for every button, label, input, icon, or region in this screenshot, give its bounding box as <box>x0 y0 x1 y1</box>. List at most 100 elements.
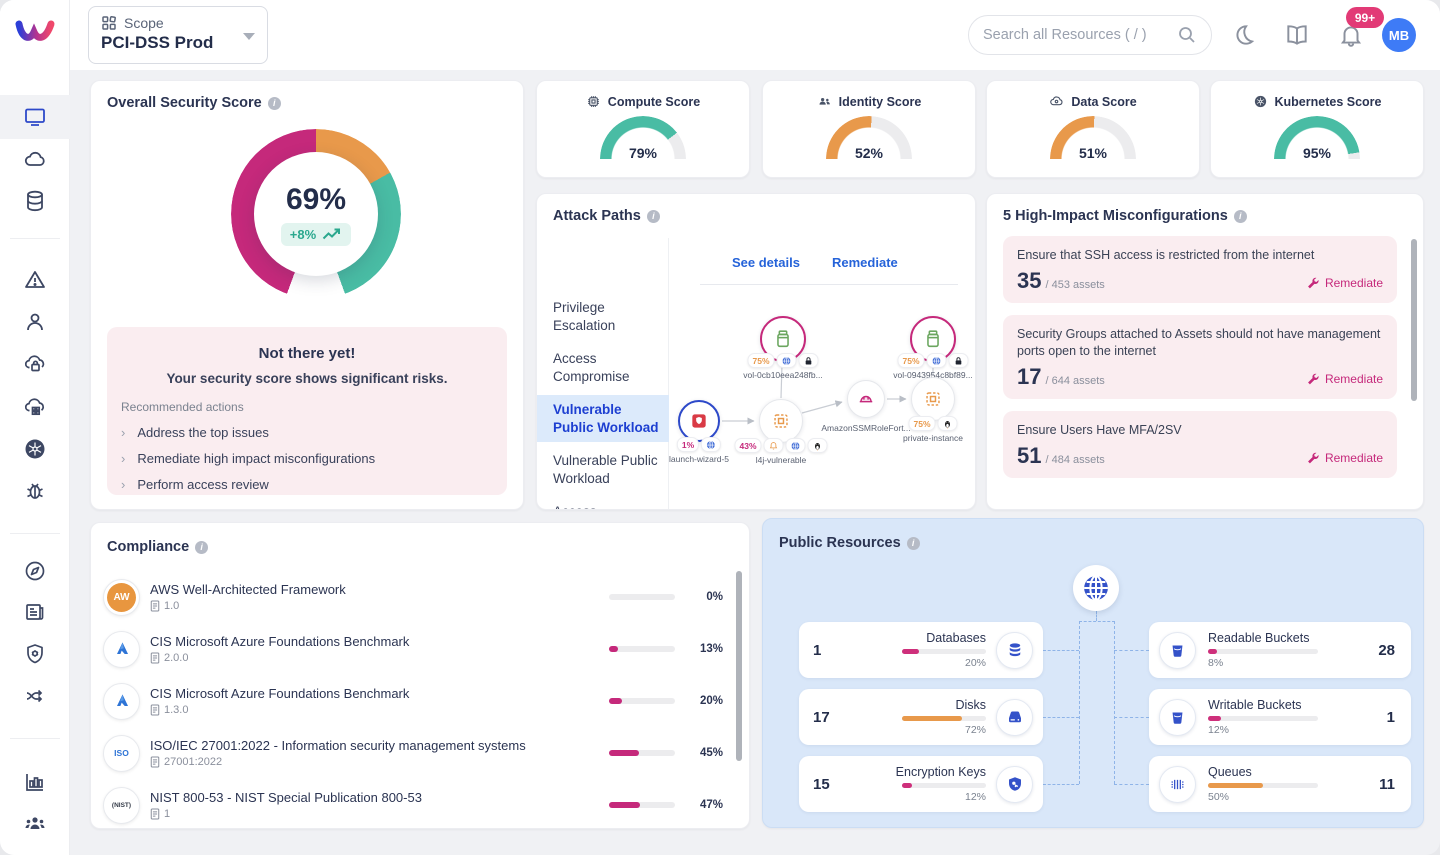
sidebar-item-cloud[interactable] <box>0 137 70 181</box>
graph-node-compute[interactable] <box>759 399 803 443</box>
public-resource-row-queues[interactable]: Queues 50% 11 <box>1149 756 1411 812</box>
sidebar-item-analytics[interactable] <box>0 760 70 804</box>
attack-path-tab[interactable]: Vulnerable Public Workload <box>553 453 658 486</box>
people-icon <box>819 98 830 105</box>
attack-paths-title: Attack Paths <box>553 208 641 224</box>
avatar[interactable]: MB <box>1382 18 1416 52</box>
score-message-subtitle: Your security score shows significant ri… <box>166 371 448 386</box>
sidebar <box>0 0 70 855</box>
resource-count: 1 <box>813 641 822 659</box>
docs-book-icon[interactable] <box>1284 22 1310 48</box>
kubernetes-icon <box>1254 95 1266 108</box>
attack-path-tab-selected[interactable]: Vulnerable Public Workload <box>537 395 669 443</box>
scrollbar[interactable] <box>1411 239 1417 401</box>
attack-path-tab[interactable]: Access Compromise <box>537 497 669 509</box>
scrollbar[interactable] <box>736 571 742 761</box>
recommended-action[interactable]: › Remediate high impact misconfigurations <box>121 451 493 466</box>
public-resource-row-disks[interactable]: 17 Disks 72% <box>799 689 1043 745</box>
node-label: AmazonSSMRoleFort... <box>821 423 911 433</box>
public-resource-row-readable-buckets[interactable]: Readable Buckets 8% 28 <box>1149 622 1411 678</box>
notifications-bell-icon[interactable] <box>1338 22 1364 48</box>
wrench-icon <box>1308 452 1319 464</box>
resource-label: Readable Buckets <box>1208 631 1310 645</box>
key-shield-icon <box>996 765 1033 803</box>
compliance-percent: 0% <box>706 591 723 603</box>
sidebar-item-identities[interactable] <box>0 300 70 344</box>
sidebar-item-reports[interactable] <box>0 590 70 634</box>
connector-line <box>1043 784 1079 785</box>
compliance-row[interactable]: ISO ISO/IEC 27001:2022 - Information sec… <box>103 729 723 777</box>
compliance-card: Compliance i AW AWS Well-Architected Fram… <box>90 522 750 829</box>
remediate-link[interactable]: Remediate <box>832 255 898 270</box>
attack-path-tabs: Privilege Escalation Access Compromise V… <box>537 238 669 509</box>
notification-count-badge[interactable]: 99+ <box>1346 7 1384 28</box>
recommended-action[interactable]: › Perform access review <box>121 477 493 492</box>
info-icon[interactable]: i <box>1233 209 1247 223</box>
linux-icon <box>937 416 958 431</box>
sidebar-item-teams[interactable] <box>0 801 70 845</box>
sidebar-item-inventory[interactable] <box>0 179 70 223</box>
version-doc-icon <box>150 808 160 820</box>
sidebar-item-dashboard[interactable] <box>0 95 70 139</box>
compliance-row[interactable]: (NIST) NIST 800-53 - NIST Special Public… <box>103 781 723 828</box>
sidebar-item-vulnerabilities[interactable] <box>0 469 70 513</box>
compliance-row[interactable]: CIS Microsoft Azure Foundations Benchmar… <box>103 677 723 725</box>
public-resource-row-databases[interactable]: 1 Databases 20% <box>799 622 1043 678</box>
graph-node-iam-role[interactable] <box>847 380 885 418</box>
compliance-row[interactable]: CIS Microsoft Azure Foundations Benchmar… <box>103 625 723 673</box>
info-icon[interactable]: i <box>906 536 920 550</box>
azure-logo <box>103 682 140 720</box>
info-icon[interactable]: i <box>267 96 281 110</box>
resource-percent: 8% <box>1208 657 1224 669</box>
dark-mode-moon-icon[interactable] <box>1232 22 1258 48</box>
sidebar-item-workloads[interactable] <box>0 385 70 429</box>
compute-instance-icon <box>926 392 940 406</box>
sidebar-item-policies[interactable] <box>0 632 70 676</box>
overall-score-value: 69% <box>285 182 347 216</box>
framework-name: NIST 800-53 - NIST Special Publication 8… <box>150 790 422 805</box>
remediate-button[interactable]: Remediate <box>1306 451 1383 465</box>
scope-label: Scope <box>124 15 164 31</box>
globe-icon <box>926 353 947 368</box>
remediate-label: Remediate <box>1324 371 1383 386</box>
sidebar-item-automation[interactable] <box>0 674 70 718</box>
kubernetes-score-gauge: 95% <box>1274 116 1360 161</box>
sidebar-item-kubernetes[interactable] <box>0 427 70 471</box>
sidebar-item-issues[interactable] <box>0 258 70 302</box>
graph-node-security-group[interactable] <box>678 400 720 442</box>
score-message-panel: Not there yet! Your security score shows… <box>107 327 507 495</box>
compliance-title: Compliance <box>107 539 190 555</box>
remediate-button[interactable]: Remediate <box>1306 276 1383 290</box>
resource-bar <box>902 783 986 788</box>
see-details-link[interactable]: See details <box>732 255 800 270</box>
resource-bar <box>902 716 986 721</box>
compliance-progress <box>609 802 675 808</box>
info-icon[interactable]: i <box>646 209 660 223</box>
recommended-action[interactable]: › Address the top issues <box>121 425 493 440</box>
score-delta-value: +8% <box>289 226 317 242</box>
resource-percent: 12% <box>1208 724 1230 736</box>
action-label: Perform access review <box>137 477 269 492</box>
bell-icon <box>763 438 784 453</box>
scope-selector[interactable]: Scope PCI-DSS Prod <box>88 6 268 64</box>
misconfigurations-title: 5 High-Impact Misconfigurations <box>1003 208 1228 224</box>
score-message-title: Not there yet! <box>258 345 356 362</box>
affected-count: 17 <box>1017 363 1042 389</box>
global-search[interactable] <box>968 15 1212 55</box>
attack-path-tab[interactable]: Access Compromise <box>553 351 630 384</box>
node-badges: 1% <box>676 437 722 452</box>
remediate-button[interactable]: Remediate <box>1306 372 1383 386</box>
public-resource-row-encryption-keys[interactable]: 15 Encryption Keys 12% <box>799 756 1043 812</box>
public-resource-row-writable-buckets[interactable]: Writable Buckets 12% 1 <box>1149 689 1411 745</box>
sidebar-item-cloud-security[interactable] <box>0 342 70 386</box>
attack-path-tab[interactable]: Privilege Escalation <box>553 300 616 333</box>
sidebar-item-explorer[interactable] <box>0 549 70 593</box>
topbar: Scope PCI-DSS Prod 99+ MB <box>0 0 1440 70</box>
compliance-row[interactable]: AW AWS Well-Architected Framework 1.0 0% <box>103 573 723 621</box>
app-logo[interactable] <box>14 15 56 51</box>
info-icon[interactable]: i <box>195 540 209 554</box>
bucket-icon <box>1159 631 1196 669</box>
volume-icon <box>927 330 939 348</box>
graph-node-compute[interactable] <box>911 377 955 421</box>
search-input[interactable] <box>983 27 1177 43</box>
